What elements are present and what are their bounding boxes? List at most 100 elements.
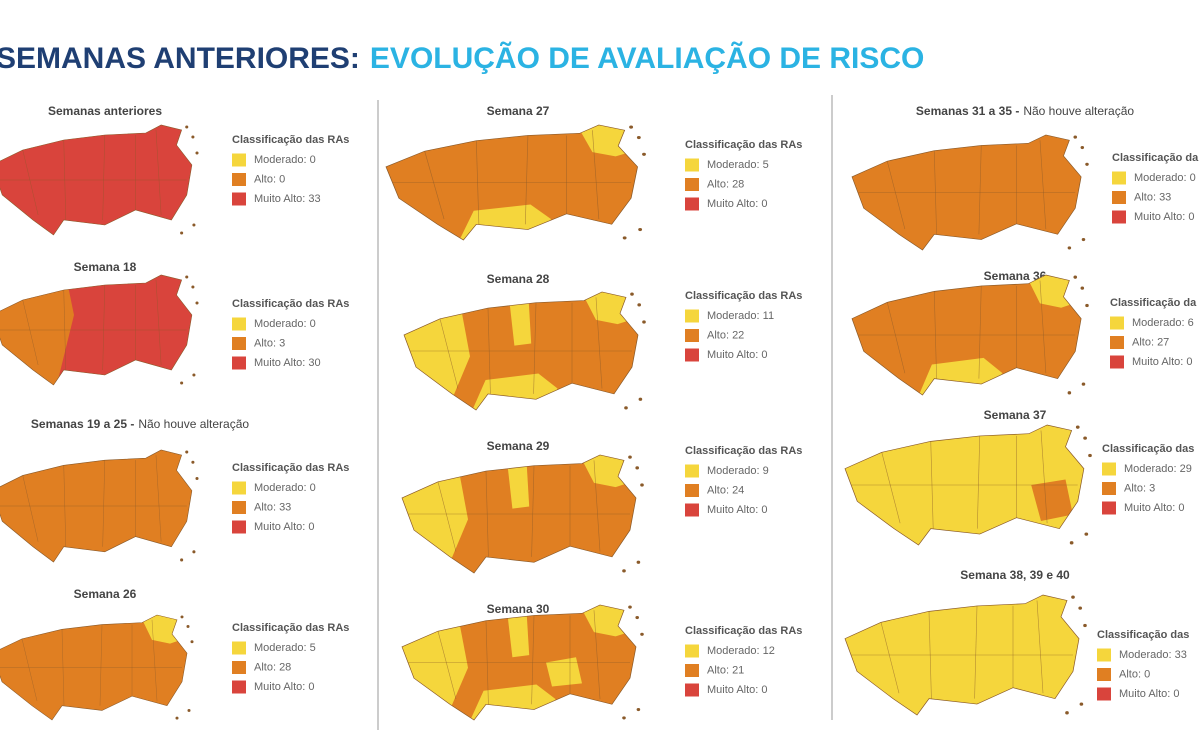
legend-swatch — [232, 337, 246, 350]
legend-swatch — [1097, 668, 1111, 681]
island — [630, 292, 634, 296]
legend-item: Muito Alto: 0 — [254, 521, 315, 533]
map-boundary — [1039, 140, 1047, 230]
island — [195, 476, 199, 481]
panel-title-text: Semana 29 — [487, 439, 550, 453]
panel-title-text: Semana 27 — [487, 104, 550, 118]
legend-swatch — [685, 197, 699, 211]
island — [180, 231, 184, 235]
map-overlay — [852, 140, 1076, 235]
map-boundary — [155, 455, 162, 542]
title: SEMANAS ANTERIORES: EVOLUÇÃO DE AVALIAÇÃO… — [0, 41, 924, 75]
island — [186, 625, 190, 628]
legend-item: Alto: 28 — [254, 661, 291, 673]
island — [1081, 237, 1086, 242]
map-outline — [844, 594, 1080, 716]
map-region — [509, 302, 532, 346]
map-boundary — [437, 631, 457, 700]
map-boundary — [978, 145, 982, 235]
legend-swatch — [1110, 355, 1124, 369]
map-boundary — [531, 615, 535, 705]
legend-swatch — [232, 501, 246, 514]
legend-item: Moderado: 29 — [1124, 463, 1192, 475]
legend-swatch — [1110, 316, 1124, 330]
legend-swatch — [685, 348, 699, 362]
legend-item: Muito Alto: 0 — [1134, 211, 1195, 223]
panel-title: Semana 36 — [984, 269, 1047, 283]
island — [640, 632, 644, 636]
panel-title-text: Semana 38, 39 e 40 — [960, 568, 1070, 582]
map-boundary — [978, 285, 982, 379]
legend-swatch — [1102, 482, 1116, 495]
map-region — [507, 465, 530, 509]
legend-swatch — [685, 158, 699, 172]
island — [180, 558, 184, 562]
map — [401, 604, 644, 721]
map-boundary — [976, 435, 981, 529]
island — [1088, 453, 1092, 458]
legend-item: Alto: 21 — [707, 664, 744, 676]
map — [0, 124, 199, 236]
map-boundary — [155, 279, 162, 366]
island — [638, 227, 643, 232]
island — [622, 569, 626, 573]
island — [1085, 162, 1089, 166]
island — [1073, 275, 1078, 279]
map-outline — [0, 449, 193, 563]
map-boundary — [439, 318, 459, 389]
legend-swatch — [685, 464, 699, 478]
legend-item: Moderado: 33 — [1119, 649, 1187, 661]
island — [191, 285, 195, 289]
panel-title: Semanas 19 a 25 - Não houve alteração — [31, 417, 249, 431]
legend-item: Alto: 3 — [1124, 482, 1155, 494]
panel-title: Semana 30 — [487, 602, 550, 616]
panel-title: Semana 38, 39 e 40 — [960, 568, 1070, 582]
legend-swatch — [1112, 191, 1126, 204]
map-boundary — [424, 151, 445, 220]
map-boundary — [22, 149, 39, 216]
island — [637, 303, 641, 307]
island — [192, 373, 196, 377]
panel-title-text: Semanas 31 a 35 - — [916, 104, 1019, 118]
map-boundary — [531, 465, 535, 557]
map-outline — [401, 454, 637, 574]
map-boundary — [155, 129, 162, 216]
map — [385, 124, 646, 241]
island — [1073, 135, 1078, 139]
island — [187, 709, 191, 712]
legend-item: Alto: 0 — [1119, 668, 1150, 680]
legend-item: Moderado: 0 — [254, 318, 316, 330]
legend-item: Alto: 27 — [1132, 336, 1169, 348]
map-outline — [851, 134, 1082, 251]
island — [642, 320, 646, 324]
legend-swatch — [1112, 171, 1126, 185]
map-boundary — [1036, 600, 1044, 694]
panel-title: Semanas 31 a 35 - Não houve alteração — [916, 104, 1134, 118]
island — [1065, 711, 1069, 715]
legend-title: Classificação da — [1110, 297, 1197, 309]
panel-title-text: Semana 18 — [74, 260, 137, 274]
island — [635, 615, 639, 620]
island — [629, 125, 634, 129]
legend-swatch — [232, 661, 246, 674]
map-boundary — [102, 460, 106, 547]
legend-swatch — [1102, 501, 1116, 515]
legend-swatch — [685, 484, 699, 497]
island — [1080, 286, 1085, 290]
legend-title: Classificação das — [1102, 443, 1194, 455]
panel-title: Semana 18 — [74, 260, 137, 274]
island — [624, 406, 628, 410]
map-boundary — [102, 284, 106, 371]
legend-item: Moderado: 0 — [254, 482, 316, 494]
legend-title: Classificação das RAs — [685, 139, 802, 151]
island — [1085, 303, 1089, 308]
map-outline — [851, 274, 1082, 396]
legend-item: Moderado: 0 — [254, 154, 316, 166]
map-boundary — [22, 299, 39, 366]
legend-swatch — [232, 153, 246, 167]
panel-title: Semana 28 — [487, 272, 550, 286]
legend-swatch — [232, 680, 246, 694]
map-region — [507, 615, 530, 658]
legend-item: Muito Alto: 0 — [1119, 688, 1180, 700]
title-part: EVOLUÇÃO DE AVALIAÇÃO DE RISCO — [370, 41, 924, 75]
